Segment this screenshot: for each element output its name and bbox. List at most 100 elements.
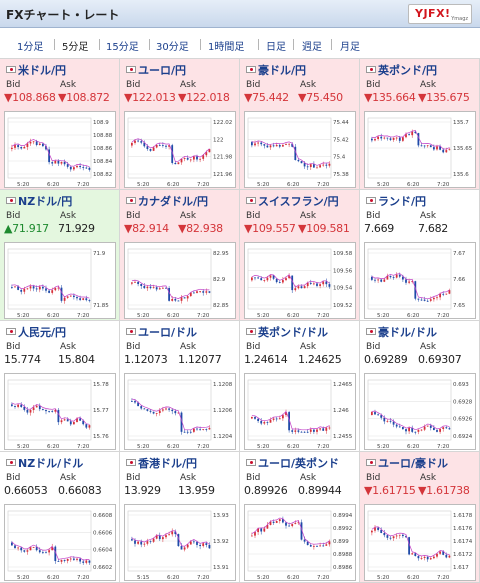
- candle-body: [11, 542, 13, 546]
- rate-cell[interactable]: 人民元/円 Bid Ask 15.774 15.804 15.78 15.77 15.76 5:…: [0, 321, 120, 452]
- x-tick-label: 5:20: [377, 444, 390, 450]
- candle-body: [414, 553, 417, 557]
- rate-cell[interactable]: ランド/円 Bid Ask 7.669 7.682 7.67 7.66 7.65 5:20 6:2…: [360, 190, 480, 321]
- tab-15min[interactable]: 15分足: [106, 42, 139, 53]
- mini-price-chart[interactable]: 135.7 135.65 135.6 5:20 6:20 7:20: [364, 111, 476, 188]
- mini-price-chart[interactable]: 1.1208 1.1206 1.1204 5:20 6:20 7:20: [124, 373, 236, 450]
- mini-price-chart[interactable]: 108.9 108.88 108.86 108.84 108.82 5:20 6:20 7:2…: [4, 111, 116, 188]
- rate-cell[interactable]: 英ポンド/円 Bid Ask ▼135.664 ▼135.675 135.7 135.65 1…: [360, 59, 480, 190]
- candle-body: [420, 557, 423, 559]
- candle-body: [180, 158, 183, 163]
- rate-cell[interactable]: 香港ドル/円 Bid Ask 13.929 13.959 13.93 13.92 13.91 5…: [120, 452, 240, 583]
- mini-price-chart[interactable]: 109.58 109.56 109.54 109.52 5:20 6:20 7:20: [244, 242, 356, 319]
- candle-body: [263, 280, 266, 281]
- ask-label: Ask: [180, 80, 197, 90]
- currency-pair-link[interactable]: 英ポンド/円: [378, 64, 438, 77]
- candle-body: [405, 134, 407, 138]
- mini-price-chart[interactable]: 1.6178 1.6176 1.6174 1.6172 1.617 5:20 6:20 7:2…: [364, 504, 476, 581]
- bid-label: Bid: [366, 342, 381, 352]
- candle-body: [316, 545, 318, 547]
- tab-30min[interactable]: 30分足: [156, 42, 189, 53]
- mini-price-chart[interactable]: 71.9 71.85 5:20 6:20 7:20: [4, 242, 116, 319]
- mini-price-chart[interactable]: 7.67 7.66 7.65 5:20 6:20 7:20: [364, 242, 476, 319]
- rate-cell[interactable]: NZドル/円 Bid Ask ▲71.917 71.929 71.9 71.85 5:20 6:…: [0, 190, 120, 321]
- tab-5min[interactable]: 5分足: [62, 42, 89, 53]
- rate-cell[interactable]: ユーロ/円 Bid Ask ▼122.013 ▼122.018 122.02 122 121.…: [120, 59, 240, 190]
- mini-price-chart[interactable]: 82.95 82.9 82.85 5:20 6:20 7:20: [124, 242, 236, 319]
- x-tick-label: 5:20: [257, 182, 270, 188]
- mini-price-chart[interactable]: 0.693 0.6928 0.6926 0.6924 5:20 6:20 7:20: [364, 373, 476, 450]
- candle-body: [82, 167, 85, 168]
- ask-label: Ask: [60, 473, 77, 483]
- mini-price-chart[interactable]: 13.93 13.92 13.91 5:15 6:20 7:20: [124, 504, 236, 581]
- ask-value: 71.929: [58, 222, 95, 235]
- x-tick-label: 5:20: [377, 313, 390, 319]
- rate-cell[interactable]: ユーロ/豪ドル Bid Ask ▼1.61715 ▼1.61738 1.6178 1.617…: [360, 452, 480, 583]
- rate-cell[interactable]: 豪ドル/円 Bid Ask ▼75.442 ▼75.450 75.44 75.42 75.4 7…: [240, 59, 360, 190]
- currency-pair-link[interactable]: カナダドル/円: [138, 195, 209, 208]
- currency-pair-link[interactable]: ユーロ/円: [138, 64, 187, 77]
- tab-weekly[interactable]: 週足: [302, 42, 322, 53]
- candle-body: [193, 428, 195, 432]
- rate-cell[interactable]: カナダドル/円 Bid Ask ▼82.914 ▼82.938 82.95 82.9 82.8…: [120, 190, 240, 321]
- mini-price-chart[interactable]: 1.2465 1.246 1.2455 5:20 6:20 7:20: [244, 373, 356, 450]
- mini-price-chart[interactable]: 0.8994 0.8992 0.899 0.8988 0.8986 5:20 6:20 7:2…: [244, 504, 356, 581]
- currency-pair-link[interactable]: NZドル/円: [18, 195, 73, 208]
- candle-body: [152, 538, 155, 542]
- candle-body: [303, 163, 306, 167]
- candle-body: [88, 560, 91, 563]
- currency-pair-link[interactable]: 米ドル/円: [18, 64, 67, 77]
- rate-cell[interactable]: ユーロ/ドル Bid Ask 1.12073 1.12077 1.1208 1.1206 1.…: [120, 321, 240, 452]
- candle-body: [162, 537, 164, 540]
- candle-body: [186, 544, 189, 548]
- candle-body: [29, 547, 32, 551]
- candle-body: [275, 521, 278, 523]
- candle-body: [436, 553, 438, 557]
- currency-pair-link[interactable]: 香港ドル/円: [138, 457, 198, 470]
- currency-pair-link[interactable]: 英ポンド/ドル: [258, 326, 329, 339]
- candle-body: [76, 297, 78, 299]
- mini-price-chart[interactable]: 122.02 122 121.98 121.96 5:20 6:20 7:20: [124, 111, 236, 188]
- ask-label: Ask: [420, 80, 437, 90]
- ask-label: Ask: [180, 211, 197, 221]
- mini-price-chart[interactable]: 75.44 75.42 75.4 75.38 5:20 6:20 7:20: [244, 111, 356, 188]
- tab-daily[interactable]: 日足: [266, 42, 286, 53]
- candle-body: [442, 427, 445, 430]
- candle-body: [398, 137, 401, 141]
- currency-pair-link[interactable]: スイスフラン/円: [258, 195, 339, 208]
- candle-body: [42, 409, 44, 410]
- x-tick-label: 5:20: [17, 575, 30, 581]
- rate-cell[interactable]: NZドル/ドル Bid Ask 0.66053 0.66083 0.6608 0.6606 0…: [0, 452, 120, 583]
- currency-pair-link[interactable]: 豪ドル/円: [258, 64, 307, 77]
- y-tick-label: 75.38: [333, 172, 349, 178]
- rate-cell[interactable]: 豪ドル/ドル Bid Ask 0.69289 0.69307 0.693 0.6928 0.6…: [360, 321, 480, 452]
- currency-pair-link[interactable]: NZドル/ドル: [18, 457, 84, 470]
- candle-body: [20, 147, 23, 149]
- ask-value: ▼108.872: [58, 91, 110, 104]
- x-tick-label: 5:15: [137, 575, 150, 581]
- tab-monthly[interactable]: 月足: [340, 42, 360, 53]
- mini-price-chart[interactable]: 0.6608 0.6606 0.6604 0.6602 5:20 6:20 7:20: [4, 504, 116, 581]
- yjfx-logo[interactable]: YJFX! Ymagz: [408, 4, 472, 24]
- rate-cell[interactable]: ユーロ/英ポンド Bid Ask 0.89926 0.89944 0.8994 0.8992…: [240, 452, 360, 583]
- rate-cell[interactable]: 米ドル/円 Bid Ask ▼108.868 ▼108.872 108.9 108.88 10…: [0, 59, 120, 190]
- currency-pair-link[interactable]: ユーロ/ドル: [138, 326, 198, 339]
- mini-price-chart[interactable]: 15.78 15.77 15.76 5:20 6:20 7:20: [4, 373, 116, 450]
- candle-body: [158, 144, 161, 146]
- currency-pair-link[interactable]: ランド/円: [378, 195, 427, 208]
- candle-body: [162, 409, 164, 411]
- tab-1min[interactable]: 1分足: [17, 42, 44, 53]
- rate-cell[interactable]: スイスフラン/円 Bid Ask ▼109.557 ▼109.581 109.58 109.…: [240, 190, 360, 321]
- currency-pair-link[interactable]: ユーロ/英ポンド: [258, 457, 340, 470]
- candle-body: [82, 420, 85, 425]
- tab-1hour[interactable]: 1時間足: [208, 42, 245, 53]
- currency-pair-link[interactable]: ユーロ/豪ドル: [378, 457, 449, 470]
- candle-body: [303, 431, 306, 433]
- candle-body: [155, 535, 158, 539]
- currency-pair-link[interactable]: 豪ドル/ドル: [378, 326, 438, 339]
- candle-body: [402, 137, 404, 141]
- rate-cell[interactable]: 英ポンド/ドル Bid Ask 1.24614 1.24625 1.2465 1.246 1.…: [240, 321, 360, 452]
- candle-body: [66, 296, 69, 298]
- candle-body: [158, 288, 161, 290]
- currency-pair-link[interactable]: 人民元/円: [18, 326, 67, 339]
